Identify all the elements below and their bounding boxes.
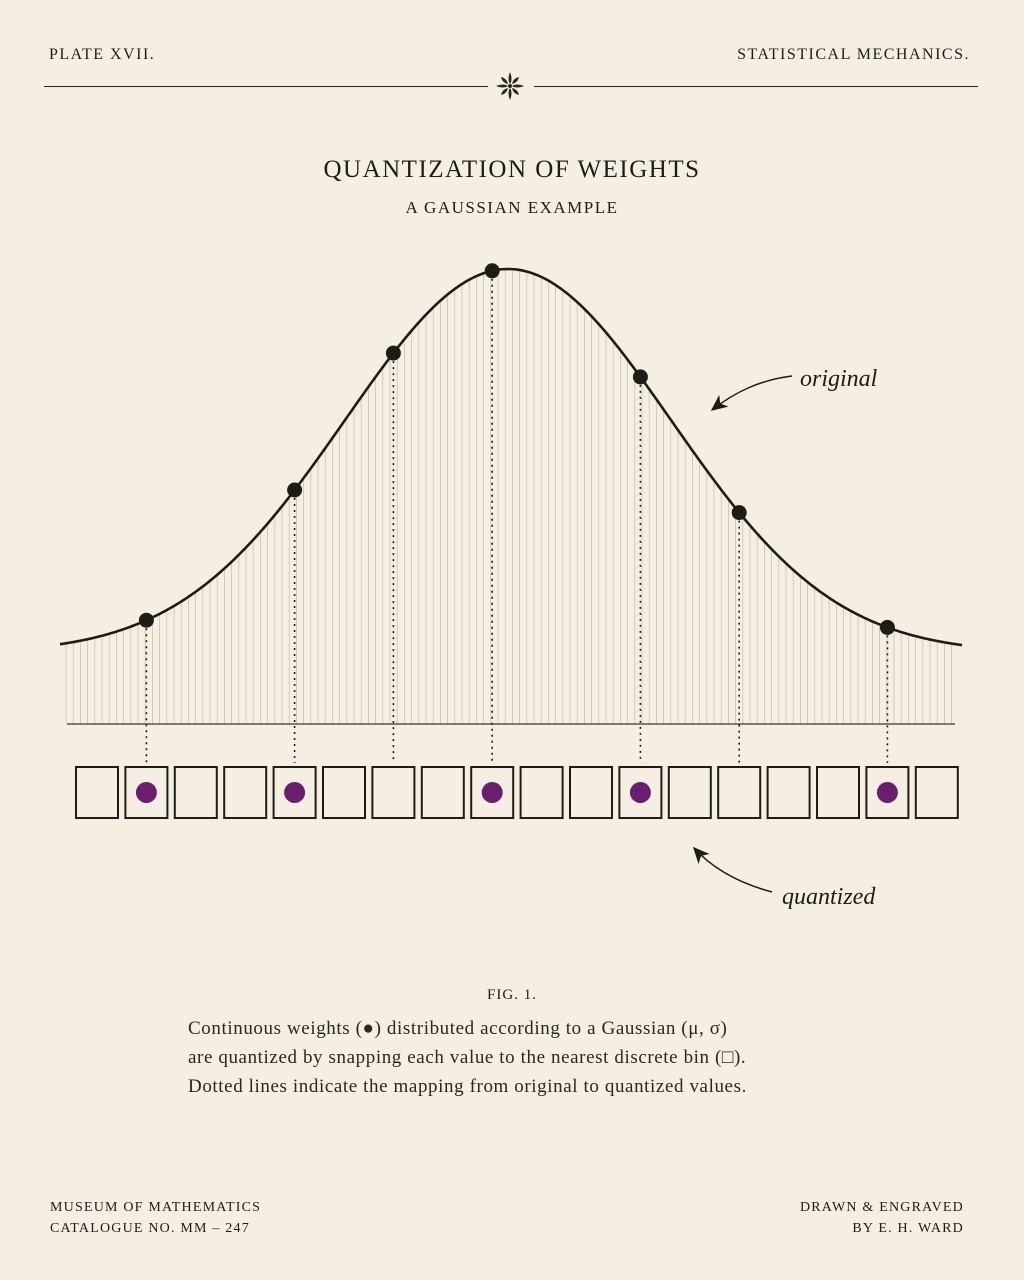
original-label: original	[800, 366, 878, 392]
footer-drawn: DRAWN & ENGRAVED	[799, 1200, 964, 1215]
quantization-bin	[371, 766, 416, 819]
quantization-bin	[322, 766, 366, 819]
figure-subtitle: A GAUSSIAN EXAMPLE	[405, 198, 619, 217]
header-rule	[44, 70, 978, 102]
quantized-weight-dot	[284, 782, 306, 803]
quantization-bin	[717, 766, 762, 819]
plate-label: PLATE XVII.	[49, 46, 156, 63]
original-weight-dot	[484, 263, 500, 279]
plate-subject: STATISTICAL MECHANICS.	[737, 46, 970, 63]
footer-right: DRAWN & ENGRAVED BY E. H. WARD	[800, 1197, 964, 1239]
figure-label: FIG. 1.	[487, 987, 537, 1003]
gaussian-curve	[59, 267, 963, 647]
curve-hatching	[65, 269, 952, 724]
original-weights	[138, 263, 895, 635]
quantized-weight-dot	[135, 782, 157, 803]
quantized-weight-dot	[629, 782, 651, 803]
quantization-bin	[470, 766, 515, 819]
quantization-bin	[865, 766, 910, 819]
fleuron-icon	[496, 72, 524, 100]
caption-line-2: are quantized by snapping each value to …	[188, 1047, 747, 1068]
quantization-bin	[124, 766, 169, 819]
footer-left: MUSEUM OF MATHEMATICS CATALOGUE NO. MM –…	[50, 1197, 261, 1239]
rule-right	[534, 86, 978, 87]
original-weight-dot	[632, 369, 648, 385]
quantization-bins	[75, 766, 959, 819]
footer-engraver: BY E. H. WARD	[852, 1221, 964, 1236]
quantization-bin	[75, 766, 119, 819]
quantized-label: quantized	[782, 884, 876, 910]
quantization-bin	[420, 766, 465, 819]
original-arrow	[710, 375, 793, 411]
figure-title: QUANTIZATION OF WEIGHTS	[323, 156, 701, 183]
quantization-bin	[519, 766, 564, 819]
quantization-bin	[272, 766, 317, 819]
footer-museum: MUSEUM OF MATHEMATICS	[50, 1200, 262, 1215]
original-weight-dot	[879, 619, 895, 635]
quantization-bin	[618, 766, 663, 819]
original-weight-dot	[385, 345, 401, 361]
quantization-bin	[816, 766, 860, 819]
quantization-bin	[223, 766, 268, 819]
quantization-bin	[667, 766, 712, 819]
caption-line-3: Dotted lines indicate the mapping from o…	[188, 1076, 747, 1097]
original-weight-dot	[287, 482, 303, 498]
quantization-bin	[766, 766, 811, 819]
quantized-arrow	[692, 846, 773, 893]
original-weight-dot	[731, 505, 747, 521]
quantization-bin	[569, 766, 613, 819]
caption-line-1: Continuous weights (●) distributed accor…	[188, 1018, 728, 1039]
original-weight-dot	[138, 612, 154, 628]
figure-caption: Continuous weights (●) distributed accor…	[188, 1014, 848, 1101]
rule-left	[44, 86, 488, 87]
quantization-diagram: original quantized	[59, 263, 963, 910]
quantization-bin	[914, 766, 959, 819]
quantized-weight-dot	[481, 782, 503, 803]
mapping-lines	[145, 278, 889, 763]
quantization-bin	[173, 766, 218, 819]
footer-catalogue: CATALOGUE NO. MM – 247	[50, 1221, 250, 1236]
quantized-weight-dot	[876, 782, 898, 803]
